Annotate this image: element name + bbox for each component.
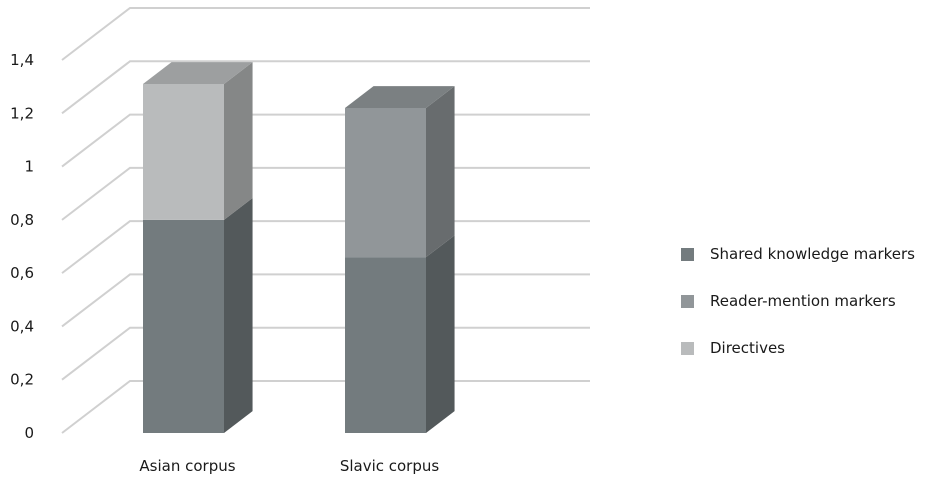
y-tick-label: 1,4 <box>10 51 34 69</box>
y-tick-label: 1,2 <box>10 104 34 122</box>
x-axis-category-labels: Asian corpus Slavic corpus <box>139 457 439 475</box>
y-axis-tick-labels: 0 0,2 0,4 0,6 0,8 1 1,2 1,4 <box>10 51 34 442</box>
gridline <box>61 220 590 274</box>
y-tick-label: 0,6 <box>10 264 34 282</box>
bar-segment-front <box>345 257 426 433</box>
gridline <box>61 60 590 115</box>
y-tick-label: 1 <box>24 158 34 176</box>
legend-label: Directives <box>710 339 785 357</box>
bar-segment-top <box>143 62 253 84</box>
y-tick-label: 0,2 <box>10 371 34 389</box>
bar-segment-side <box>224 198 253 433</box>
gridlines <box>61 7 590 434</box>
bar-segment-front <box>345 107 426 258</box>
bar-segment-front <box>143 219 224 433</box>
bar-segment-top <box>345 86 455 108</box>
legend-label: Reader-mention markers <box>710 292 896 310</box>
y-tick-label: 0,8 <box>10 211 34 229</box>
gridline <box>61 380 590 434</box>
x-category-label: Slavic corpus <box>340 457 440 475</box>
bars <box>143 62 455 433</box>
y-tick-label: 0,4 <box>10 317 34 335</box>
bar-segment-front <box>143 83 224 220</box>
gridline <box>61 113 590 168</box>
y-tick-label: 0 <box>24 424 34 442</box>
gridline <box>61 7 590 61</box>
bar-segment-side <box>224 62 253 220</box>
legend: Shared knowledge markers Reader-mention m… <box>681 245 915 357</box>
gridline <box>61 166 590 221</box>
legend-label: Shared knowledge markers <box>710 245 915 263</box>
bar-segment-side <box>426 235 455 433</box>
x-category-label: Asian corpus <box>139 457 235 475</box>
bar-segment-side <box>426 86 455 258</box>
legend-swatch <box>681 248 694 261</box>
legend-swatch <box>681 295 694 308</box>
legend-swatch <box>681 342 694 355</box>
gridline <box>61 326 590 381</box>
gridline <box>61 273 590 328</box>
